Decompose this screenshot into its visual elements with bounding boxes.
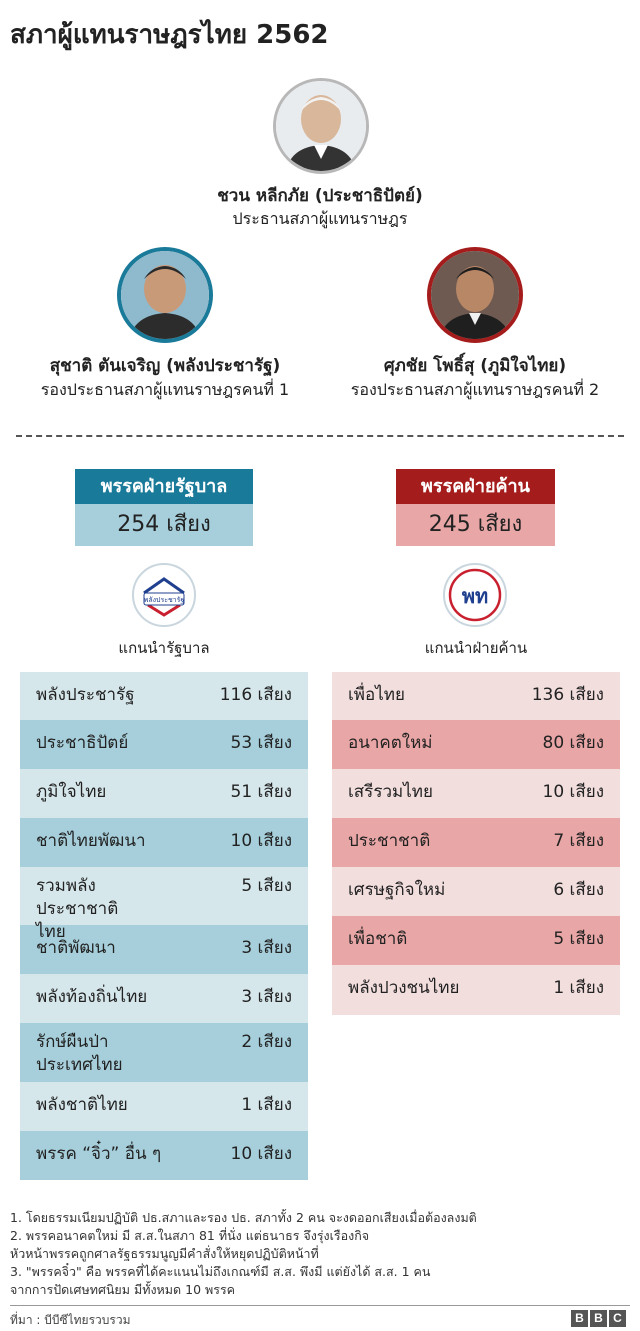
bbc-logo: B B C <box>571 1310 626 1327</box>
party-seats: 6 เสียง <box>553 880 604 900</box>
government-leader-logo: พลังประชารัฐ <box>132 563 196 627</box>
footnotes: 1. โดยธรรมเนียมปฏิบัติ ปธ.สภาและรอง ปธ. … <box>10 1209 630 1299</box>
government-leader-label: แกนนำรัฐบาล <box>118 639 210 657</box>
government-bloc-label: พรรคฝ่ายรัฐบาล <box>75 469 253 504</box>
deputy1-role: รองประธานสภาผู้แทนราษฎรคนที่ 1 <box>40 380 290 399</box>
footer-divider <box>10 1305 630 1306</box>
list-item: รักษ์ผืนป่าประเทศไทย 2 เสียง <box>20 1023 308 1082</box>
party-seats: 136 เสียง <box>531 685 604 705</box>
opposition-bloc-seats: 245 เสียง <box>396 504 555 546</box>
svg-text:พลังประชารัฐ: พลังประชารัฐ <box>144 596 185 604</box>
speaker-name: ชวน หลีกภัย (ประชาธิปัตย์) <box>217 186 423 206</box>
list-item: พลังท้องถิ่นไทย 3 เสียง <box>20 974 308 1023</box>
list-item: อนาคตใหม่ 80 เสียง <box>332 720 620 769</box>
party-name: พลังประชารัฐ <box>36 685 135 705</box>
party-seats: 1 เสียง <box>241 1095 292 1115</box>
party-seats: 5 เสียง <box>241 876 292 896</box>
party-name: ประชาธิปัตย์ <box>36 733 129 753</box>
list-item: ชาติพัฒนา 3 เสียง <box>20 925 308 974</box>
deputy2-portrait-icon <box>431 251 519 339</box>
opposition-bloc-label: พรรคฝ่ายค้าน <box>396 469 555 504</box>
party-seats: 2 เสียง <box>241 1032 292 1052</box>
list-item: เพื่อไทย 136 เสียง <box>332 672 620 720</box>
speaker-portrait-icon <box>276 81 366 171</box>
section-divider <box>16 435 624 437</box>
footnote-line: 1. โดยธรรมเนียมปฏิบัติ ปธ.สภาและรอง ปธ. … <box>10 1210 477 1225</box>
party-name: ประชาชาติ <box>348 831 431 851</box>
party-name: ชาติไทยพัฒนา <box>36 831 146 851</box>
footnote-line: 3. "พรรคจิ๋ว" คือ พรรคที่ได้คะแนนไม่ถึงเ… <box>10 1264 431 1279</box>
party-name: เสรีรวมไทย <box>348 782 433 802</box>
party-name: เศรษฐกิจใหม่ <box>348 880 446 900</box>
list-item: พลังชาติไทย 1 เสียง <box>20 1082 308 1131</box>
government-party-list: พลังประชารัฐ 116 เสียง ประชาธิปัตย์ 53 เ… <box>20 672 308 1180</box>
party-name: รักษ์ผืนป่าประเทศไทย <box>36 1032 123 1075</box>
party-name: พลังชาติไทย <box>36 1095 128 1115</box>
deputy1-name: สุชาติ ตันเจริญ (พลังประชารัฐ) <box>49 356 281 376</box>
footnote-line: จากการปัดเศษทศนิยม มีทั้งหมด 10 พรรค <box>10 1282 236 1297</box>
opposition-leader-label: แกนนำฝ่ายค้าน <box>424 639 528 657</box>
party-name: ภูมิใจไทย <box>36 782 107 802</box>
list-item: พลังประชารัฐ 116 เสียง <box>20 672 308 720</box>
party-seats: 53 เสียง <box>230 733 292 753</box>
party-seats: 3 เสียง <box>241 987 292 1007</box>
party-name: พรรค “จิ๋ว” อื่น ๆ <box>36 1144 162 1164</box>
party-seats: 80 เสียง <box>542 733 604 753</box>
palang-pracharat-logo-icon: พลังประชารัฐ <box>143 577 185 617</box>
deputy1-portrait-icon <box>121 251 209 339</box>
party-seats: 51 เสียง <box>230 782 292 802</box>
list-item: พรรค “จิ๋ว” อื่น ๆ 10 เสียง <box>20 1131 308 1180</box>
page-title: สภาผู้แทนราษฎรไทย 2562 <box>10 20 329 50</box>
party-name: พลังท้องถิ่นไทย <box>36 987 148 1007</box>
pheu-thai-logo-icon: พท <box>448 568 502 622</box>
party-name: ชาติพัฒนา <box>36 938 116 958</box>
opposition-party-list: เพื่อไทย 136 เสียง อนาคตใหม่ 80 เสียง เส… <box>332 672 620 1015</box>
list-item: เสรีรวมไทย 10 เสียง <box>332 769 620 818</box>
footnote-line: หัวหน้าพรรคถูกศาลรัฐธรรมนูญมีคำสั่งให้หย… <box>10 1246 319 1261</box>
list-item: ภูมิใจไทย 51 เสียง <box>20 769 308 818</box>
list-item: ประชาชาติ 7 เสียง <box>332 818 620 867</box>
bbc-logo-letter: B <box>590 1310 607 1327</box>
deputy1-photo <box>117 247 213 343</box>
party-seats: 3 เสียง <box>241 938 292 958</box>
party-seats: 116 เสียง <box>219 685 292 705</box>
government-bloc-seats: 254 เสียง <box>75 504 253 546</box>
list-item: ประชาธิปัตย์ 53 เสียง <box>20 720 308 769</box>
list-item: พลังปวงชนไทย 1 เสียง <box>332 965 620 1015</box>
party-seats: 5 เสียง <box>553 929 604 949</box>
party-name: เพื่อไทย <box>348 685 405 705</box>
svg-text:พท: พท <box>462 584 488 608</box>
party-seats: 10 เสียง <box>542 782 604 802</box>
list-item: รวมพลังประชาชาติไทย 5 เสียง <box>20 867 308 942</box>
source-credit: ที่มา : บีบีซีไทยรวบรวม <box>10 1313 131 1327</box>
list-item: เพื่อชาติ 5 เสียง <box>332 916 620 965</box>
bbc-logo-letter: C <box>609 1310 626 1327</box>
party-name: อนาคตใหม่ <box>348 733 433 753</box>
party-name: พลังปวงชนไทย <box>348 978 460 998</box>
list-item: ชาติไทยพัฒนา 10 เสียง <box>20 818 308 867</box>
speaker-role: ประธานสภาผู้แทนราษฎร <box>232 209 408 228</box>
bbc-logo-letter: B <box>571 1310 588 1327</box>
party-seats: 7 เสียง <box>553 831 604 851</box>
speaker-photo <box>273 78 369 174</box>
opposition-leader-logo: พท <box>443 563 507 627</box>
party-name: เพื่อชาติ <box>348 929 408 949</box>
party-name: รวมพลังประชาชาติไทย <box>36 876 119 942</box>
party-seats: 10 เสียง <box>230 831 292 851</box>
list-item: เศรษฐกิจใหม่ 6 เสียง <box>332 867 620 916</box>
deputy2-name: ศุภชัย โพธิ์สุ (ภูมิใจไทย) <box>383 356 567 376</box>
deputy2-role: รองประธานสภาผู้แทนราษฎรคนที่ 2 <box>350 380 600 399</box>
footnote-line: 2. พรรคอนาคตใหม่ มี ส.ส.ในสภา 81 ที่นั่ง… <box>10 1228 370 1243</box>
deputy2-photo <box>427 247 523 343</box>
party-seats: 1 เสียง <box>553 978 604 998</box>
party-seats: 10 เสียง <box>230 1144 292 1164</box>
